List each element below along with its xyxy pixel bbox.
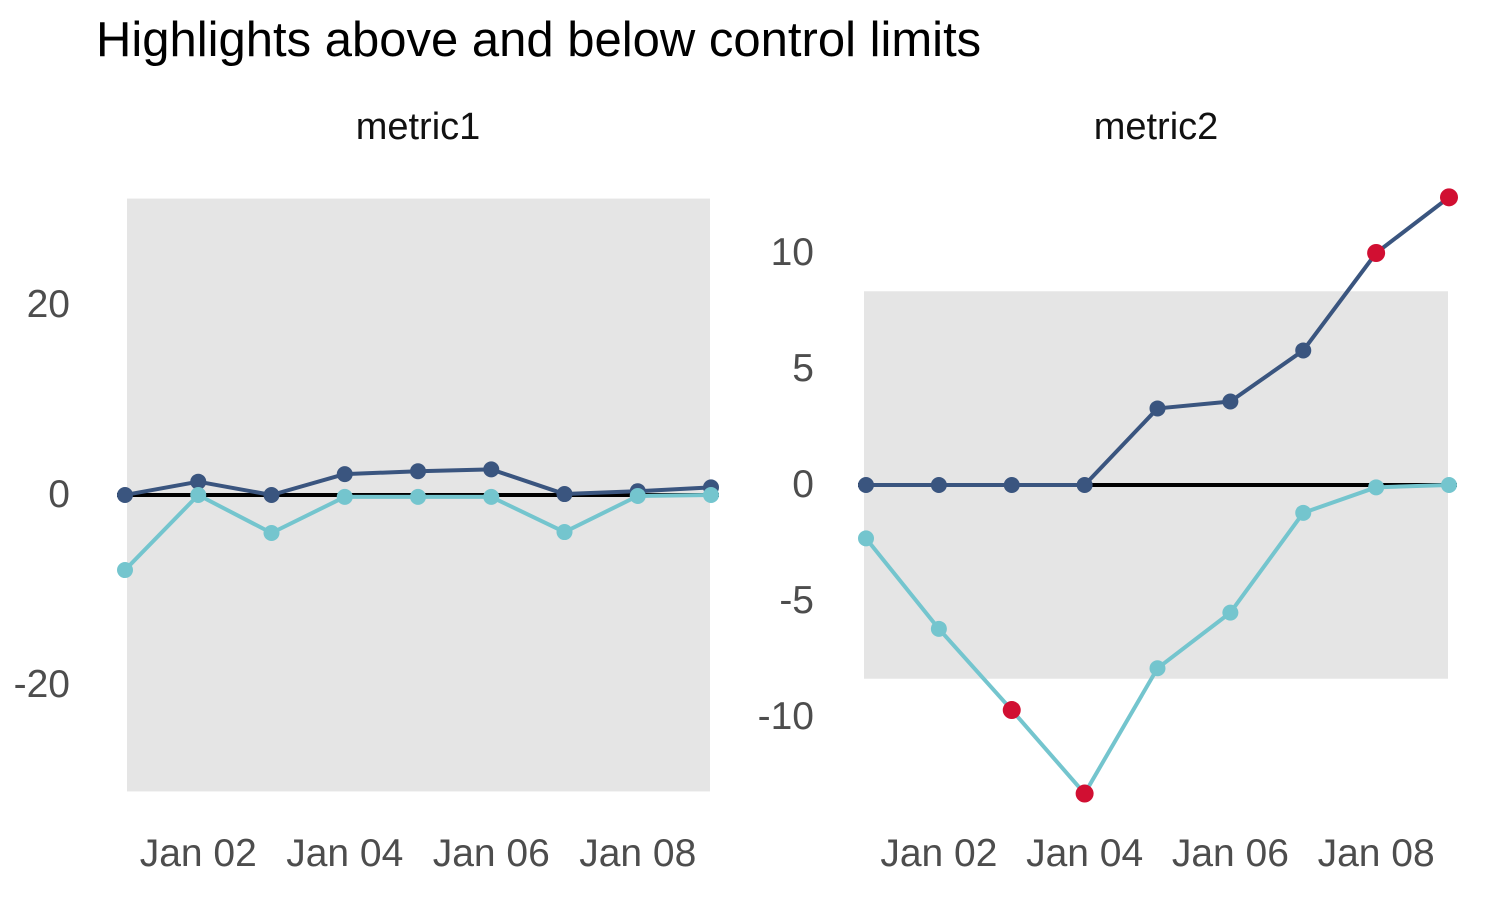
above-point <box>1295 342 1312 359</box>
below-point <box>858 530 874 547</box>
above-point <box>1076 477 1093 493</box>
below-point <box>1368 479 1385 496</box>
below-point <box>703 487 719 503</box>
x-tick-label: Jan 04 <box>286 832 404 875</box>
chart-title: Highlights above and below control limit… <box>96 13 982 67</box>
highlight-point <box>1002 701 1021 720</box>
below-point <box>930 620 947 637</box>
x-tick-label: Jan 06 <box>432 832 550 875</box>
highlight-point <box>1440 188 1458 207</box>
above-point <box>1149 400 1166 417</box>
below-point <box>336 488 353 505</box>
x-tick-label: Jan 04 <box>1026 832 1144 875</box>
above-point <box>556 486 573 503</box>
highlight-point <box>1075 784 1094 803</box>
above-point <box>930 477 947 493</box>
below-point <box>1441 477 1457 493</box>
x-tick-label: Jan 08 <box>579 832 697 875</box>
y-tick-label: -10 <box>757 695 814 738</box>
highlight-point <box>1367 244 1386 262</box>
below-point <box>556 524 573 541</box>
above-point <box>483 461 500 478</box>
y-tick-label: 0 <box>792 463 814 506</box>
below-point <box>1222 604 1239 621</box>
above-point <box>410 463 426 480</box>
below-point <box>263 525 280 541</box>
above-point <box>1003 477 1020 493</box>
below-point <box>1149 660 1166 677</box>
below-point <box>410 488 426 505</box>
below-point <box>117 562 133 579</box>
below-point <box>190 487 207 503</box>
facet-title-metric1: metric1 <box>355 106 481 148</box>
y-tick-label: 20 <box>26 283 70 326</box>
x-tick-label: Jan 02 <box>139 832 257 875</box>
above-point <box>117 487 133 503</box>
y-tick-label: 0 <box>48 473 70 516</box>
above-point <box>1222 393 1239 410</box>
above-point <box>858 477 874 493</box>
facet-title-metric2: metric2 <box>1093 106 1219 148</box>
y-tick-label: 10 <box>770 231 814 274</box>
x-tick-label: Jan 06 <box>1171 832 1289 875</box>
below-point <box>1295 504 1312 521</box>
y-tick-label: 5 <box>792 347 814 390</box>
y-tick-label: -20 <box>13 663 70 706</box>
above-point <box>190 473 207 490</box>
above-point <box>263 487 280 503</box>
y-tick-label: -5 <box>779 579 814 622</box>
x-tick-label: Jan 02 <box>880 832 998 875</box>
above-point <box>336 466 353 483</box>
below-point <box>629 487 646 504</box>
x-tick-label: Jan 08 <box>1317 832 1435 875</box>
below-point <box>483 488 500 505</box>
